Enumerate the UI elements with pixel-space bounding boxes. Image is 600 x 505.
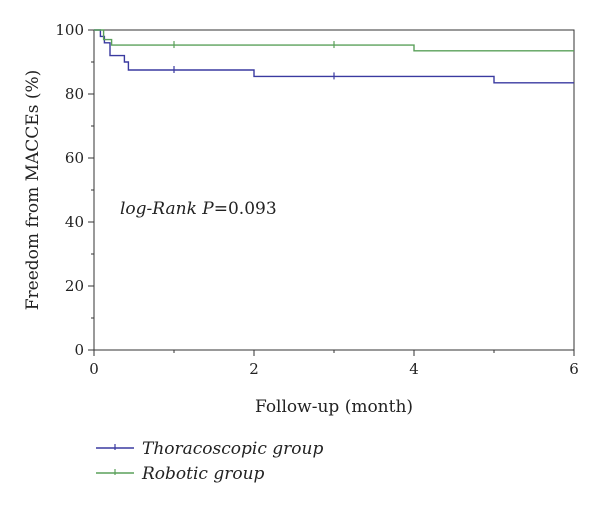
y-tick-label: 80 xyxy=(65,85,84,103)
legend-label-0: Thoracoscopic group xyxy=(142,439,323,459)
series-layer xyxy=(94,29,574,84)
series-line-1 xyxy=(94,29,574,52)
y-tick-label: 60 xyxy=(65,149,84,167)
x-axis-label: Follow-up (month) xyxy=(255,397,413,417)
y-tick-label: 100 xyxy=(55,21,84,39)
x-tick-label: 0 xyxy=(89,360,99,378)
legend-label-1: Robotic group xyxy=(141,464,265,484)
y-tick-label: 0 xyxy=(74,341,84,359)
y-tick-label: 20 xyxy=(65,277,84,295)
y-tick-label: 40 xyxy=(65,213,84,231)
x-tick-label: 4 xyxy=(409,360,419,378)
axes: 0 20 40 60 80 100 0 2 4 6 xyxy=(55,21,578,378)
x-tick-label: 6 xyxy=(569,360,579,378)
series-line-0 xyxy=(94,29,574,84)
annotation-p: P xyxy=(201,199,214,219)
y-axis-label: Freedom from MACCEs (%) xyxy=(23,70,43,311)
annotation-value: =0.093 xyxy=(214,199,277,219)
annotation-prefix: log-Rank xyxy=(120,199,202,219)
log-rank-annotation: log-Rank P=0.093 xyxy=(120,199,277,219)
legend: Thoracoscopic group Robotic group xyxy=(96,439,323,484)
x-tick-label: 2 xyxy=(249,360,259,378)
